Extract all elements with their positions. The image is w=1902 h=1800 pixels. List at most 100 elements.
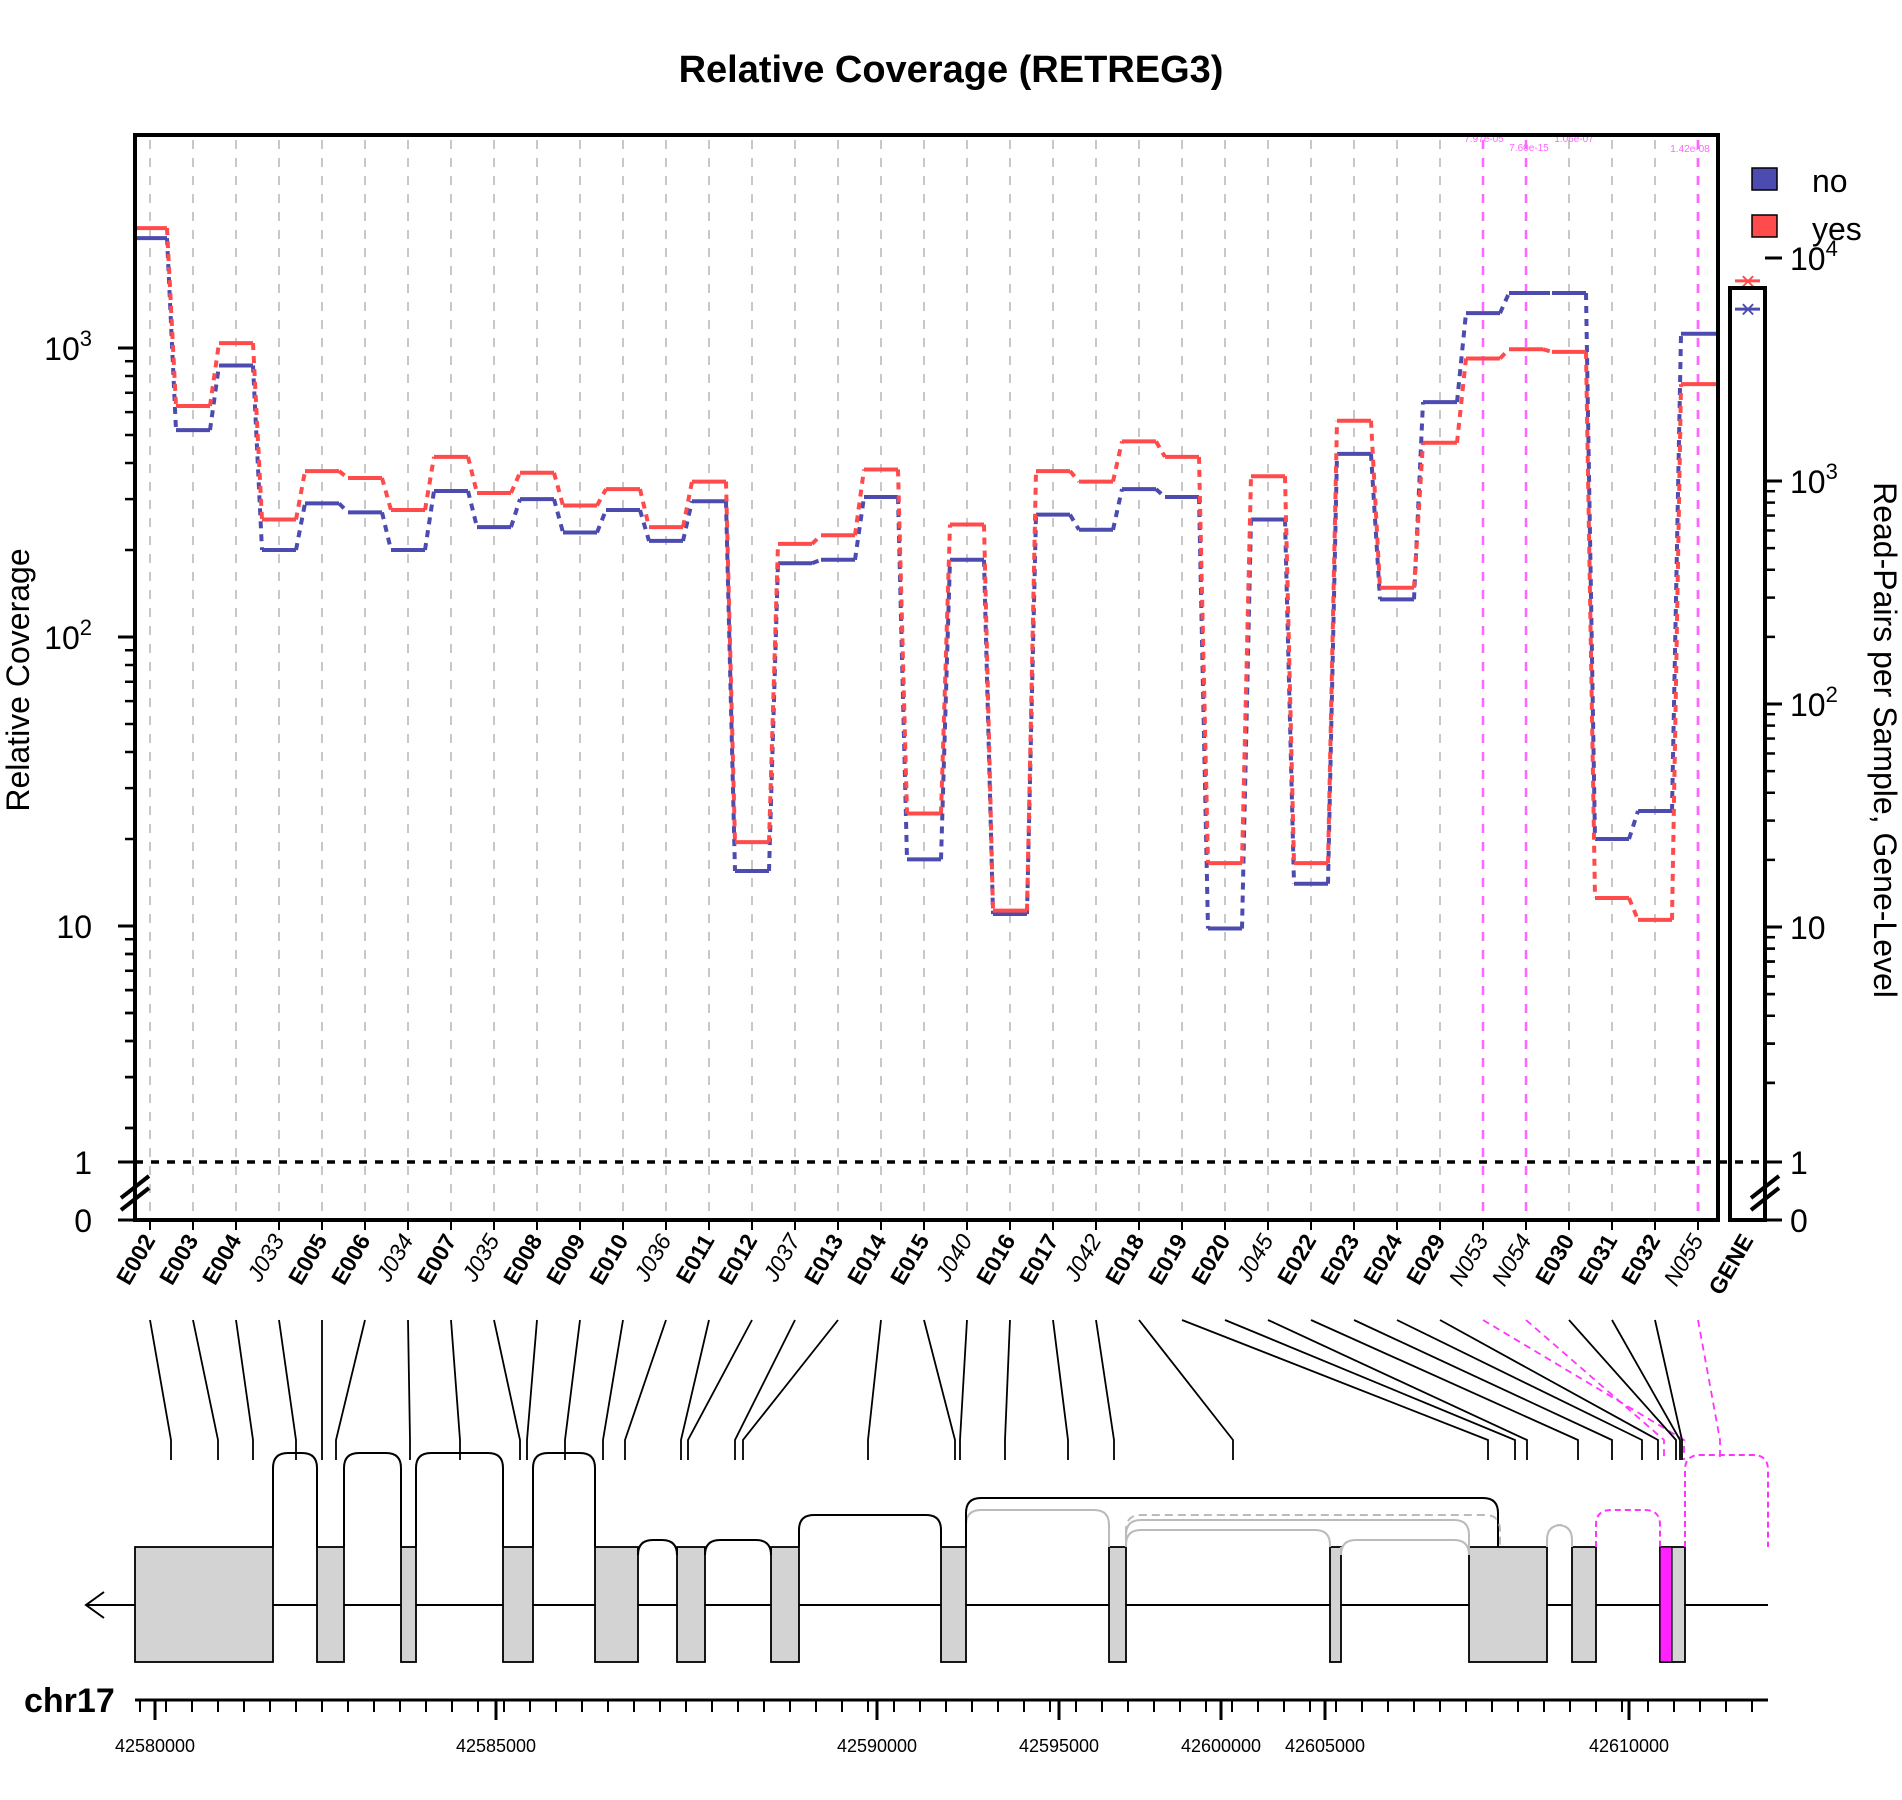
feature-label-e020: E020 xyxy=(1186,1230,1235,1290)
gene-panel-frame xyxy=(1728,286,1767,1222)
feature-label-e007: E007 xyxy=(412,1230,461,1290)
series-no-connector xyxy=(724,501,737,872)
series-no-connector xyxy=(1670,333,1683,812)
feature-label-e016: E016 xyxy=(971,1230,1020,1290)
series-yes-connector xyxy=(337,469,350,480)
feature-label-j040: J040 xyxy=(929,1229,977,1286)
connector-e023 xyxy=(1353,1319,1613,1460)
series-no-connector xyxy=(595,509,608,534)
feature-connectors xyxy=(149,1319,1721,1460)
feature-label-j033: J033 xyxy=(241,1229,289,1286)
feature-label-e011: E011 xyxy=(671,1229,720,1288)
connector-e003 xyxy=(192,1319,219,1460)
series-layer: ×× xyxy=(133,226,1760,931)
chart-title: Relative Coverage (RETREG3) xyxy=(679,49,1224,91)
series-yes-connector xyxy=(638,488,651,528)
series-yes-connector xyxy=(939,524,952,814)
series-yes-connector xyxy=(1670,384,1683,920)
series-yes-connector xyxy=(724,481,737,843)
connector-e015 xyxy=(923,1319,956,1460)
exon-block xyxy=(400,1546,417,1663)
feature-label-e006: E006 xyxy=(326,1230,375,1290)
pvalue-annotation: 7.97e-05 xyxy=(1464,134,1504,145)
connector-j037 xyxy=(734,1319,796,1460)
series-yes-connector xyxy=(681,481,694,528)
feature-label-e015: E015 xyxy=(885,1229,934,1289)
axis-break-mark xyxy=(119,1174,151,1200)
legend: no yes xyxy=(1751,163,1862,247)
connector-e032 xyxy=(1654,1319,1683,1460)
series-no-connector xyxy=(466,490,479,528)
series-yes-connector xyxy=(208,342,221,407)
feature-label-n054: N054 xyxy=(1486,1230,1536,1291)
feature-label-e009: E009 xyxy=(541,1230,590,1290)
connector-n053 xyxy=(1482,1319,1685,1460)
feature-label-j035: J035 xyxy=(456,1229,504,1286)
legend-swatch-yes xyxy=(1751,214,1778,238)
connector-e031 xyxy=(1611,1319,1681,1460)
exon-block xyxy=(1468,1546,1548,1663)
coordinate-tick-label: 42610000 xyxy=(1589,1736,1669,1756)
connector-e011 xyxy=(680,1319,710,1460)
series-no-connector xyxy=(1455,312,1468,403)
genomic-coordinate-axis: 42580000 42585000 42590000 42595000 42600000… xyxy=(115,1698,1768,1756)
connector-j045 xyxy=(1267,1319,1528,1460)
connector-e022 xyxy=(1310,1319,1579,1460)
junction-arc xyxy=(965,1497,1499,1547)
feature-label-e023: E023 xyxy=(1315,1230,1364,1290)
feature-label-n053: N053 xyxy=(1443,1229,1493,1290)
series-yes-connector xyxy=(1412,442,1425,588)
junction-arc xyxy=(1125,1514,1501,1547)
legend-label-no: no xyxy=(1812,163,1848,199)
gene-model xyxy=(84,1452,1769,1663)
y-axis-title-right: Read-Pairs per Sample, Gene-Level xyxy=(1867,482,1902,998)
feature-label-e013: E013 xyxy=(799,1230,848,1290)
junction-arc xyxy=(1684,1454,1769,1547)
connector-e009 xyxy=(564,1319,581,1460)
series-yes-connector xyxy=(1584,351,1597,899)
exon-block xyxy=(502,1546,534,1663)
series-yes-connector xyxy=(1025,471,1038,911)
series-yes-connector xyxy=(1326,420,1339,864)
series-no-connector xyxy=(552,498,565,533)
y-tick-label-left: 0 xyxy=(74,1203,92,1239)
series-no-connector xyxy=(1111,488,1124,531)
axis-break-mark xyxy=(1749,1186,1781,1212)
series-yes-connector xyxy=(767,543,780,843)
series-no-connector xyxy=(251,365,264,551)
series-yes-connector xyxy=(853,469,866,536)
connector-j034 xyxy=(407,1319,411,1460)
series-yes-connector xyxy=(380,477,393,511)
exon-block xyxy=(676,1546,706,1663)
feature-label-e017: E017 xyxy=(1014,1230,1063,1290)
series-yes-connector xyxy=(552,472,565,507)
feature-label-e032: E032 xyxy=(1616,1230,1665,1290)
series-no-connector xyxy=(1627,810,1640,840)
junction-arc xyxy=(343,1452,402,1547)
connector-e010 xyxy=(602,1319,624,1460)
connector-n054 xyxy=(1525,1319,1665,1460)
series-no-connector xyxy=(1326,453,1339,884)
coordinate-tick-label: 42580000 xyxy=(115,1736,195,1756)
y-tick-label-left: 1 xyxy=(74,1145,92,1181)
series-yes-connector xyxy=(810,533,823,546)
junction-arc xyxy=(532,1452,596,1547)
connector-e002 xyxy=(149,1319,172,1460)
series-yes-connector xyxy=(1455,358,1468,443)
feature-label-e012: E012 xyxy=(713,1230,762,1290)
series-no-connector xyxy=(208,365,221,431)
series-no-connector xyxy=(294,502,307,551)
feature-label-j037: J037 xyxy=(757,1228,806,1286)
feature-label-e024: E024 xyxy=(1358,1229,1407,1289)
connector-e007 xyxy=(450,1319,461,1460)
connector-e006 xyxy=(335,1319,366,1460)
series-no-connector xyxy=(1412,401,1425,600)
series-yes-connector xyxy=(423,456,436,511)
feature-label-e010: E010 xyxy=(584,1230,633,1290)
series-yes-connector xyxy=(1111,440,1124,483)
junction-arc xyxy=(1340,1539,1470,1556)
exon-block xyxy=(1329,1546,1342,1663)
coordinate-tick-label: 42585000 xyxy=(456,1736,536,1756)
feature-grid: 7.97e-05 7.60e-15 1.06e-07 1.42e-08 xyxy=(149,134,1710,1218)
